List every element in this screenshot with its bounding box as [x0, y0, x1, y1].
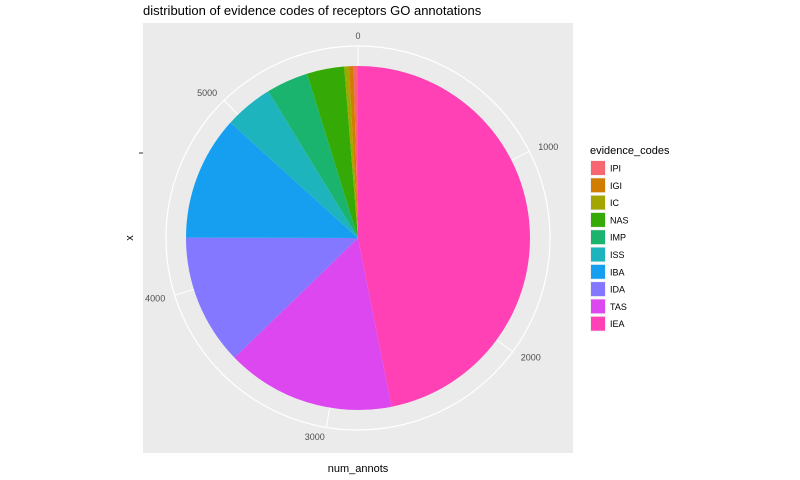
legend-swatch-ipi	[591, 161, 605, 175]
slice-ic	[344, 66, 358, 238]
legend: evidence_codes IPI IGI IC NAS IMP ISS IBA IDA TA…	[590, 145, 670, 332]
theta-tick-label: 3000	[305, 432, 325, 442]
legend-swatch-iba	[591, 264, 605, 279]
slice-ida	[185, 237, 358, 358]
legend-label-nas: NAS	[610, 215, 629, 225]
legend-label-iea: IEA	[610, 319, 625, 329]
theta-tick-label: 5000	[197, 88, 217, 98]
theta-tick-label: 4000	[145, 293, 165, 303]
slice-iea	[358, 66, 530, 407]
legend-swatch-tas	[591, 299, 605, 314]
legend-label-ida: IDA	[610, 285, 625, 295]
y-axis-label: x	[124, 235, 136, 241]
theta-tick-label: 0	[355, 31, 360, 41]
chart-title: distribution of evidence codes of recept…	[143, 3, 482, 18]
legend-label-ic: IC	[610, 198, 620, 208]
legend-label-ipi: IPI	[610, 164, 621, 174]
slice-iba	[186, 122, 358, 238]
legend-swatch-ida	[591, 282, 605, 297]
legend-label-iba: IBA	[610, 267, 625, 277]
legend-swatch-iss	[591, 247, 605, 262]
slice-ipi	[353, 66, 358, 238]
slice-igi	[348, 66, 358, 239]
legend-label-tas: TAS	[610, 302, 627, 312]
legend-swatch-iea	[591, 316, 605, 331]
pie-slices	[185, 66, 530, 410]
x-axis-label: num_annots	[328, 463, 389, 475]
slice-nas	[307, 66, 358, 238]
legend-swatch-ic	[591, 195, 605, 210]
slice-tas	[234, 238, 392, 410]
slice-iss	[230, 91, 358, 239]
theta-tick-labels: 0 1000 2000 3000 4000 5000	[145, 31, 558, 442]
legend-swatch-nas	[591, 212, 605, 227]
theta-tick-label: 2000	[521, 353, 541, 363]
theta-tick-label: 1000	[538, 142, 558, 152]
legend-swatch-igi	[591, 178, 605, 193]
legend-title: evidence_codes	[590, 145, 670, 157]
legend-label-igi: IGI	[610, 181, 622, 191]
legend-label-iss: ISS	[610, 250, 625, 260]
legend-label-imp: IMP	[610, 233, 626, 243]
legend-swatch-imp	[591, 230, 605, 245]
slice-imp	[268, 73, 358, 238]
